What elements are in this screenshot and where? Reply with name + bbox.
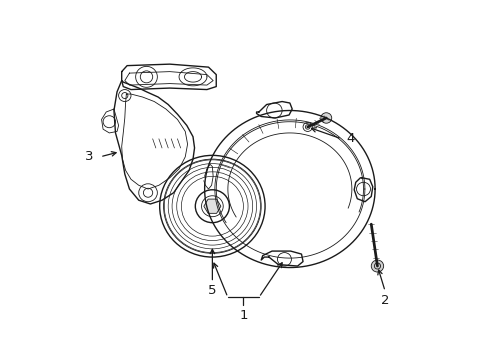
Polygon shape	[204, 199, 221, 213]
Text: 5: 5	[208, 284, 217, 297]
Circle shape	[321, 113, 332, 123]
Text: 1: 1	[239, 309, 247, 322]
Text: 2: 2	[381, 294, 390, 307]
Text: 4: 4	[346, 132, 355, 145]
Text: 3: 3	[85, 150, 94, 163]
Circle shape	[371, 260, 384, 272]
